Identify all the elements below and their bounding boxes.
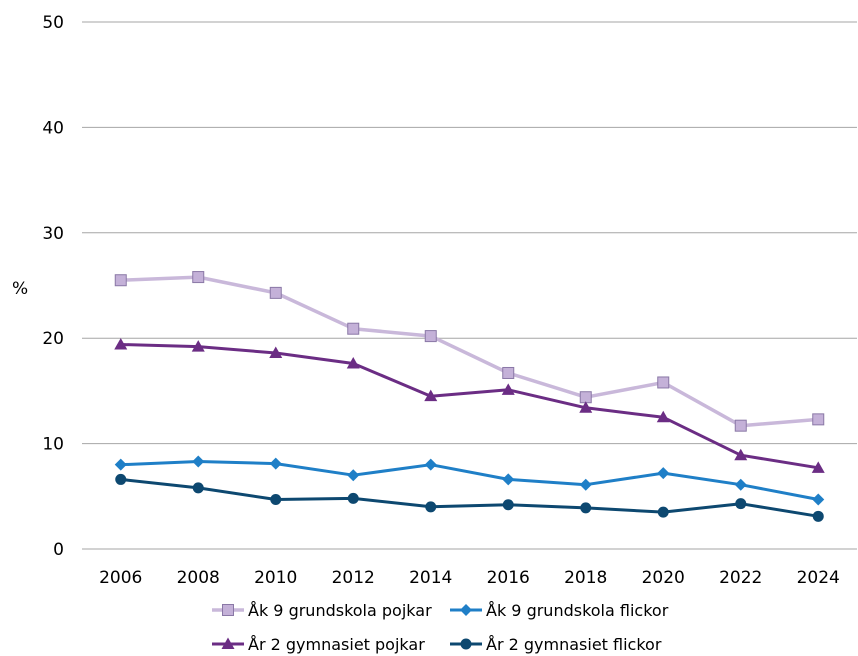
series-2 <box>114 455 825 506</box>
series-1 <box>114 271 825 432</box>
data-point <box>579 401 593 413</box>
legend-item: Åk 9 grundskola pojkar <box>212 601 432 620</box>
legend-label: Åk 9 grundskola flickor <box>486 601 669 620</box>
data-point <box>734 448 748 461</box>
data-point <box>424 458 437 471</box>
data-point <box>580 502 592 514</box>
legend-label: År 2 gymnasiet pojkar <box>248 635 425 654</box>
legend-label: År 2 gymnasiet flickor <box>486 635 662 654</box>
legend-item: År 2 gymnasiet pojkar <box>212 635 425 654</box>
data-point <box>579 478 592 491</box>
data-point <box>812 510 824 522</box>
data-point <box>811 461 825 473</box>
x-tick-label: 2014 <box>409 568 452 588</box>
data-point <box>114 458 127 471</box>
data-point <box>424 389 438 402</box>
series-line <box>120 460 819 501</box>
x-tick-label: 2016 <box>487 568 530 588</box>
data-point <box>502 473 515 486</box>
data-point <box>657 506 669 518</box>
data-point <box>735 498 747 510</box>
data-point <box>657 467 670 480</box>
data-point <box>656 410 670 423</box>
data-point <box>115 473 127 485</box>
legend-marker <box>221 637 235 649</box>
data-point <box>192 482 204 494</box>
series-line <box>120 275 819 428</box>
y-tick-label: 40 <box>42 118 64 138</box>
data-point <box>114 338 128 350</box>
legend: Åk 9 grundskola pojkar Åk 9 grundskola fl… <box>212 601 669 654</box>
series-lines <box>114 271 825 522</box>
series-4 <box>115 473 824 522</box>
x-tick-label: 2012 <box>332 568 375 588</box>
data-point <box>347 492 359 504</box>
y-tick-label: 50 <box>42 13 64 33</box>
legend-marker <box>222 604 234 616</box>
data-point <box>269 457 282 470</box>
data-point <box>192 271 205 284</box>
axes: 0 10 20 30 40 50 2006 2008 2010 2012 2014 2016 2018 2… <box>42 13 857 588</box>
data-point <box>346 356 360 369</box>
y-tick-label: 10 <box>42 435 64 455</box>
x-tick-label: 2008 <box>177 568 220 588</box>
data-point <box>192 455 205 468</box>
x-tick-label: 2006 <box>99 568 142 588</box>
legend-marker <box>460 604 472 616</box>
data-point <box>425 501 437 513</box>
legend-item: År 2 gymnasiet flickor <box>450 635 662 654</box>
data-point <box>734 478 747 491</box>
data-point <box>502 499 514 511</box>
data-point <box>347 469 360 482</box>
data-point <box>501 383 515 395</box>
y-axis-label: % <box>12 279 28 299</box>
data-point <box>812 413 825 426</box>
series-3 <box>114 338 825 473</box>
data-point <box>424 330 437 343</box>
series-line <box>120 477 819 518</box>
x-tick-label: 2022 <box>719 568 762 588</box>
x-tick-label: 2010 <box>254 568 297 588</box>
data-point <box>579 391 592 404</box>
y-tick-label: 0 <box>53 540 64 560</box>
data-point <box>191 340 205 352</box>
data-point <box>269 286 282 299</box>
y-tick-label: 20 <box>42 329 64 349</box>
data-point <box>657 376 670 389</box>
data-point <box>734 419 747 432</box>
data-point <box>270 493 282 505</box>
series-line <box>120 343 819 470</box>
y-tick-label: 30 <box>42 224 64 244</box>
data-point <box>114 274 127 287</box>
x-tick-label: 2024 <box>797 568 840 588</box>
x-tick-label: 2018 <box>564 568 607 588</box>
data-point <box>812 493 825 506</box>
gridlines <box>82 21 857 445</box>
legend-marker <box>460 638 472 650</box>
legend-item: Åk 9 grundskola flickor <box>450 601 669 620</box>
x-tick-label: 2020 <box>642 568 685 588</box>
data-point <box>347 322 360 335</box>
legend-label: Åk 9 grundskola pojkar <box>248 601 432 620</box>
data-point <box>269 346 283 358</box>
data-point <box>502 366 515 379</box>
